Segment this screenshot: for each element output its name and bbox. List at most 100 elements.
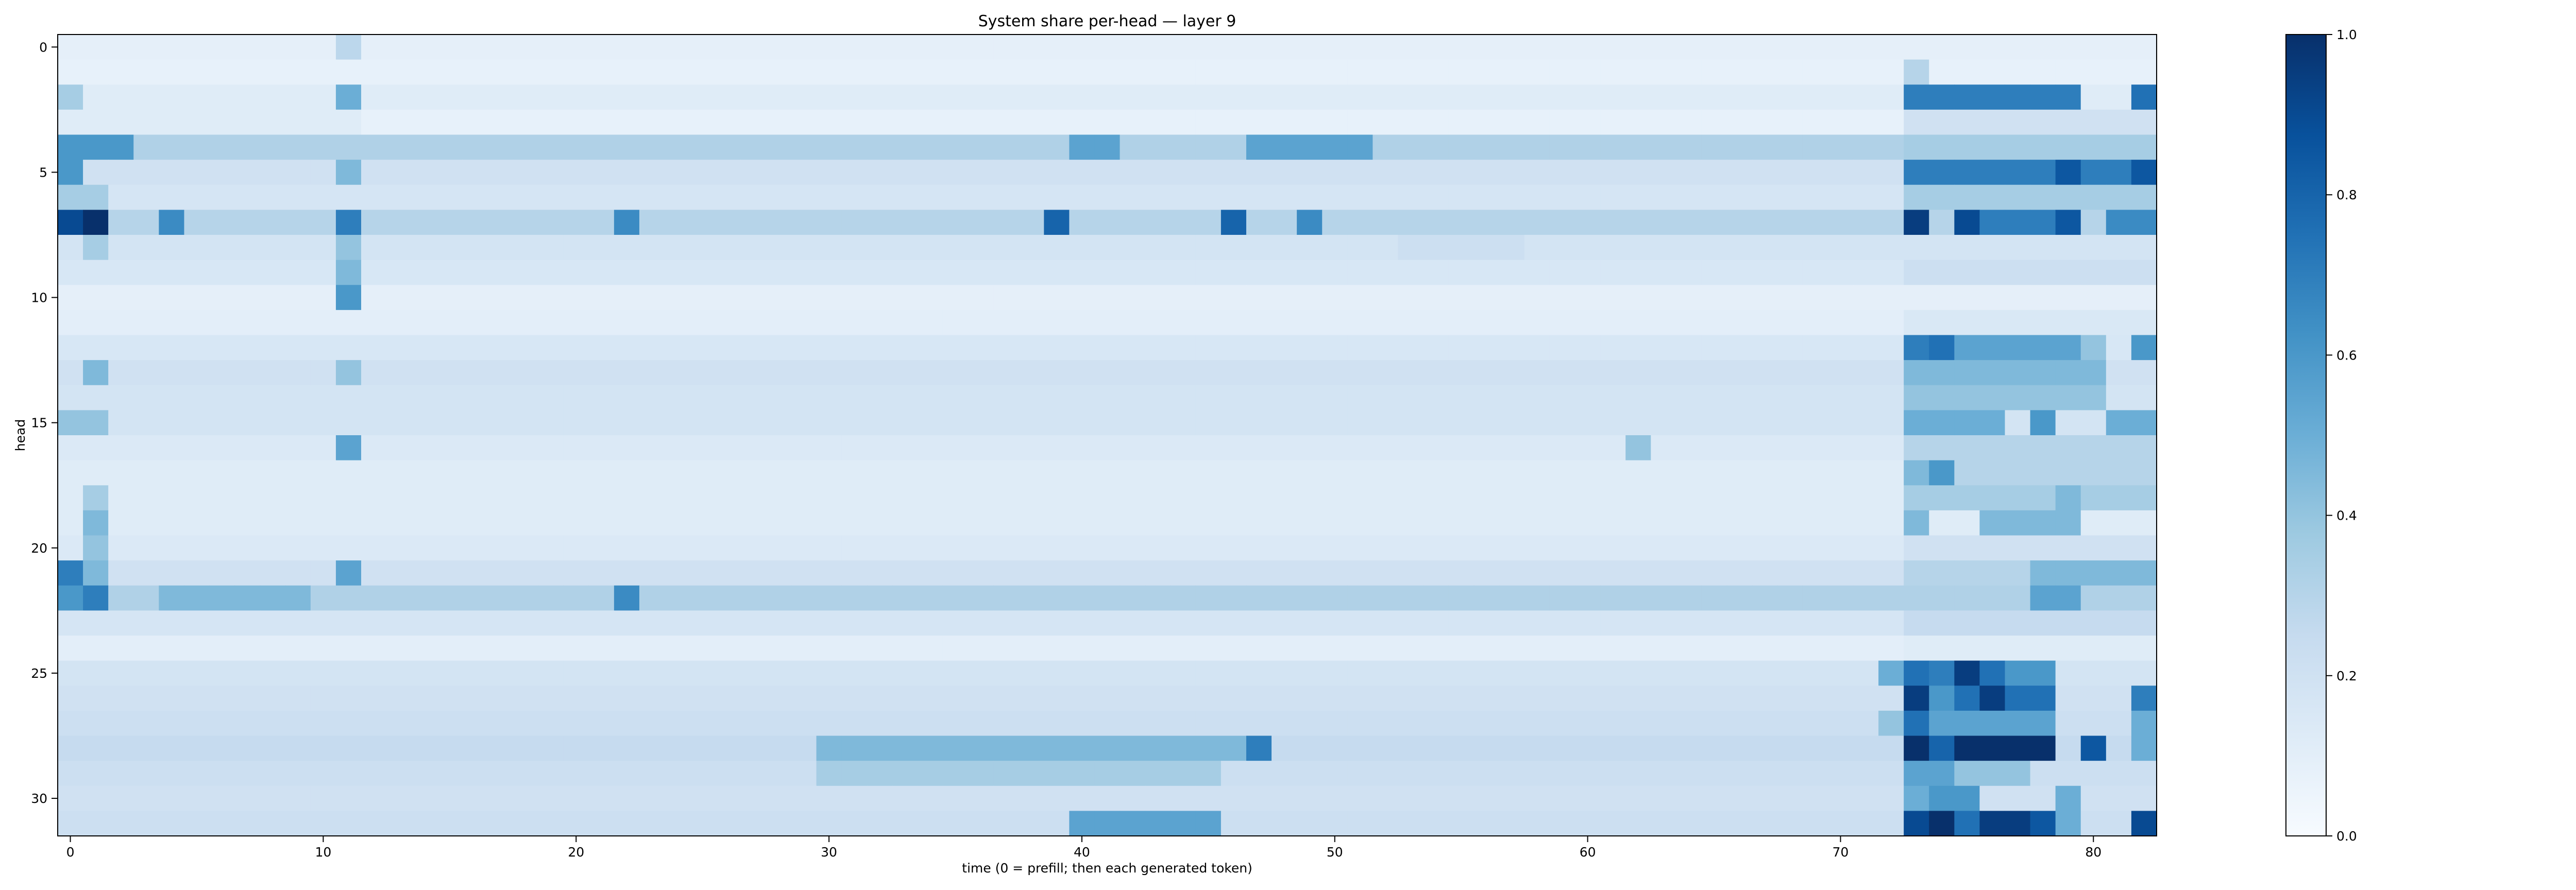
heatmap-cell: [285, 184, 311, 210]
heatmap-cell: [1094, 35, 1121, 60]
heatmap-cell: [386, 585, 412, 611]
heatmap-cell: [234, 585, 261, 611]
heatmap-cell: [1322, 761, 1348, 786]
heatmap-cell: [614, 710, 640, 737]
heatmap-cell: [2055, 610, 2081, 636]
heatmap-cell: [639, 535, 665, 561]
heatmap-cell: [234, 59, 261, 85]
heatmap-cell: [1246, 260, 1272, 285]
heatmap-cell: [2080, 735, 2107, 761]
heatmap-cell: [1120, 109, 1146, 135]
heatmap-cell: [1752, 210, 1778, 235]
heatmap-cell: [892, 360, 918, 386]
heatmap-cell: [563, 560, 589, 586]
heatmap-cell: [1549, 535, 1575, 561]
heatmap-cell: [766, 109, 792, 135]
heatmap-cell: [58, 184, 83, 210]
heatmap-cell: [159, 535, 185, 561]
heatmap-cell: [1499, 435, 1525, 461]
heatmap-cell: [993, 134, 1019, 160]
heatmap-cell: [917, 59, 943, 85]
heatmap-cell: [2080, 184, 2107, 210]
heatmap-cell: [1195, 260, 1222, 285]
heatmap-cell: [1398, 636, 1424, 661]
heatmap-cell: [841, 636, 868, 661]
heatmap-cell: [1752, 385, 1778, 410]
heatmap-cell: [234, 735, 261, 761]
heatmap-cell: [133, 134, 159, 160]
heatmap-cell: [2131, 335, 2157, 361]
heatmap-cell: [1954, 84, 1980, 110]
heatmap-cell: [1499, 134, 1525, 160]
heatmap-cell: [1802, 360, 1828, 386]
heatmap-cell: [841, 710, 868, 737]
heatmap-cell: [2106, 59, 2132, 85]
heatmap-cell: [1701, 535, 1727, 561]
heatmap-cell: [892, 59, 918, 85]
heatmap-cell: [1954, 260, 1980, 285]
heatmap-cell: [1676, 84, 1702, 110]
heatmap-cell: [1170, 35, 1196, 60]
heatmap-cell: [867, 35, 893, 60]
heatmap-cell: [766, 184, 792, 210]
heatmap-cell: [1246, 310, 1272, 336]
heatmap-cell: [1752, 260, 1778, 285]
heatmap-cell: [1398, 360, 1424, 386]
heatmap-cell: [412, 310, 437, 336]
heatmap-cell: [715, 385, 741, 410]
heatmap-cell: [1701, 435, 1727, 461]
heatmap-cell: [1979, 735, 2006, 761]
heatmap-cell: [715, 735, 741, 761]
heatmap-cell: [917, 285, 943, 311]
heatmap-cell: [1120, 811, 1146, 836]
heatmap-cell: [766, 735, 792, 761]
heatmap-cell: [1094, 735, 1121, 761]
heatmap-cell: [816, 785, 842, 811]
heatmap-cell: [260, 761, 286, 786]
heatmap-cell: [1069, 385, 1095, 410]
heatmap-cell: [1347, 636, 1373, 661]
heatmap-cell: [1272, 610, 1297, 636]
heatmap-cell: [1726, 435, 1753, 461]
heatmap-cell: [1625, 435, 1651, 461]
heatmap-cell: [1398, 535, 1424, 561]
heatmap-cell: [1322, 410, 1348, 436]
heatmap-cell: [588, 360, 615, 386]
heatmap-cell: [310, 160, 336, 185]
heatmap-cell: [1195, 310, 1222, 336]
heatmap-cell: [58, 235, 83, 261]
heatmap-cell: [614, 184, 640, 210]
heatmap-cell: [665, 285, 690, 311]
heatmap-cell: [1322, 485, 1348, 511]
heatmap-cell: [159, 585, 185, 611]
heatmap-cell: [563, 785, 589, 811]
heatmap-cell: [1448, 761, 1475, 786]
heatmap-cell: [1044, 210, 1070, 235]
heatmap-cell: [513, 160, 539, 185]
heatmap-cell: [917, 785, 943, 811]
heatmap-cell: [791, 560, 817, 586]
heatmap-cell: [1878, 510, 1904, 536]
heatmap-cell: [260, 560, 286, 586]
heatmap-cell: [412, 686, 437, 711]
heatmap-cell: [1347, 710, 1373, 737]
heatmap-cell: [285, 385, 311, 410]
heatmap-cell: [1398, 460, 1424, 486]
heatmap-cell: [2131, 710, 2157, 737]
heatmap-cell: [639, 686, 665, 711]
heatmap-cell: [639, 184, 665, 210]
heatmap-cell: [588, 160, 615, 185]
heatmap-cell: [1651, 636, 1676, 661]
heatmap-cell: [487, 59, 514, 85]
heatmap-cell: [538, 660, 564, 686]
heatmap-cell: [133, 35, 159, 60]
heatmap-cell: [108, 385, 134, 410]
heatmap-cell: [1904, 310, 1929, 336]
heatmap-cell: [917, 585, 943, 611]
heatmap-cell: [184, 160, 210, 185]
heatmap-cell: [791, 385, 817, 410]
heatmap-cell: [1448, 109, 1475, 135]
heatmap-cell: [2005, 260, 2031, 285]
heatmap-cell: [1979, 710, 2006, 737]
heatmap-cell: [412, 660, 437, 686]
